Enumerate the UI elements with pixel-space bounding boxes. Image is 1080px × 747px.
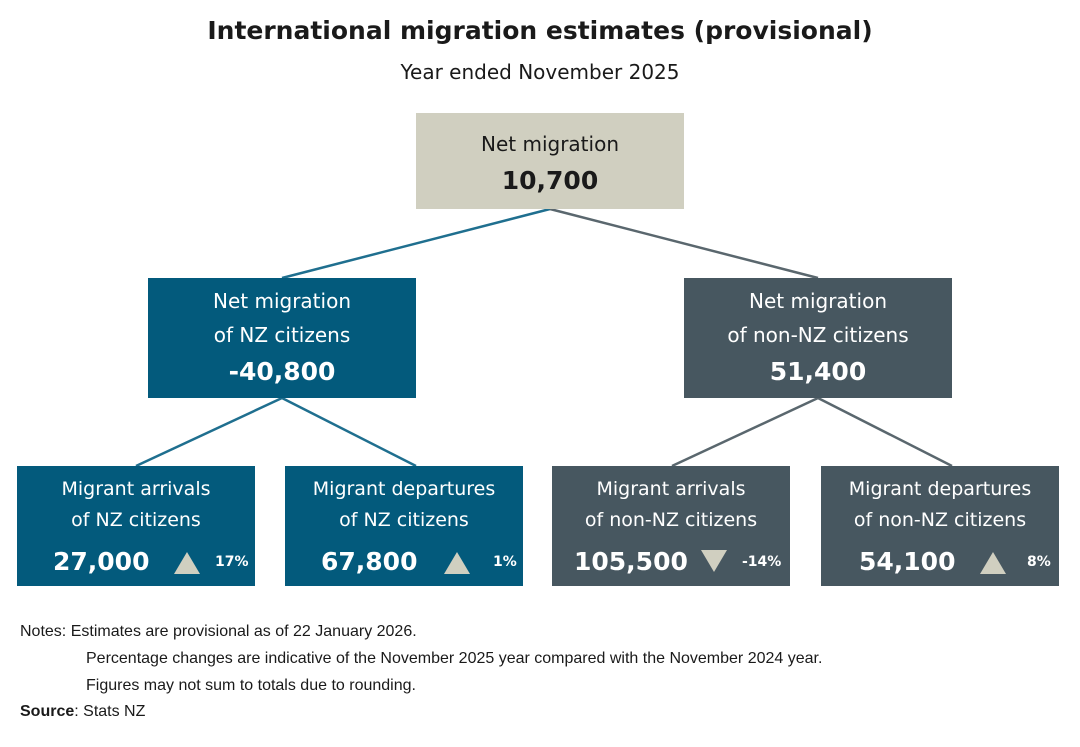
connector-non-nz-to-departures xyxy=(817,396,953,468)
non-nz-departures-label-1: Migrant departures xyxy=(848,478,1032,500)
non-nz-arrivals-label-1: Migrant arrivals xyxy=(596,478,746,500)
up-triangle-icon xyxy=(444,552,470,574)
net-migration-label: Net migration xyxy=(481,132,619,156)
net-migration-non-nz-box: Net migration of non-NZ citizens 51,400 xyxy=(684,278,952,398)
connector-non-nz-to-arrivals xyxy=(671,396,819,468)
chart-subtitle: Year ended November 2025 xyxy=(400,60,680,84)
nz-departures-change: 1% xyxy=(493,554,517,570)
notes-line-2: Percentage changes are indicative of the… xyxy=(86,650,823,667)
connector-root-to-non-nz xyxy=(549,207,819,280)
non-nz-arrivals-box: Migrant arrivals of non-NZ citizens 105,… xyxy=(552,466,790,586)
net-migration-box: Net migration 10,700 xyxy=(416,113,684,209)
up-triangle-icon xyxy=(980,552,1006,574)
net-migration-non-nz-label-2: of non-NZ citizens xyxy=(727,323,909,347)
up-triangle-icon xyxy=(174,552,200,574)
net-migration-nz-label-1: Net migration xyxy=(213,289,351,313)
non-nz-arrivals-value: 105,500 xyxy=(574,547,688,576)
non-nz-departures-label-2: of non-NZ citizens xyxy=(853,509,1027,531)
nz-departures-label-1: Migrant departures xyxy=(312,478,496,500)
non-nz-arrivals-label-2: of non-NZ citizens xyxy=(584,509,758,531)
source-text: : Stats NZ xyxy=(74,703,146,720)
net-migration-nz-label-2: of NZ citizens xyxy=(213,323,351,347)
nz-departures-label-2: of NZ citizens xyxy=(339,509,469,531)
notes-heading: Notes: xyxy=(20,623,67,640)
notes-line-3: Figures may not sum to totals due to rou… xyxy=(86,677,416,694)
connector-nz-to-arrivals xyxy=(135,396,283,468)
non-nz-departures-box: Migrant departures of non-NZ citizens 54… xyxy=(821,466,1059,586)
nz-arrivals-label-1: Migrant arrivals xyxy=(61,478,211,500)
source-label: Source xyxy=(20,703,75,720)
nz-departures-value: 67,800 xyxy=(321,547,418,576)
net-migration-value: 10,700 xyxy=(501,166,599,195)
non-nz-departures-change: 8% xyxy=(1027,554,1051,570)
chart-title: International migration estimates (provi… xyxy=(207,16,873,45)
net-migration-non-nz-value: 51,400 xyxy=(769,357,867,386)
nz-arrivals-change: 17% xyxy=(215,554,249,570)
source-line: Source: Stats NZ xyxy=(20,703,145,721)
net-migration-nz-value: -40,800 xyxy=(228,357,336,386)
notes-block: Notes: Estimates are provisional as of 2… xyxy=(20,618,822,699)
connector-root-to-nz xyxy=(281,207,551,280)
notes-line-1: Estimates are provisional as of 22 Janua… xyxy=(70,623,417,640)
connector-nz-to-departures xyxy=(281,396,417,468)
non-nz-departures-value: 54,100 xyxy=(859,547,956,576)
down-triangle-icon xyxy=(701,550,727,572)
non-nz-arrivals-change: -14% xyxy=(742,554,782,570)
net-migration-non-nz-label-1: Net migration xyxy=(749,289,887,313)
nz-arrivals-box: Migrant arrivals of NZ citizens 27,000 1… xyxy=(17,466,255,586)
nz-arrivals-label-2: of NZ citizens xyxy=(71,509,201,531)
nz-arrivals-value: 27,000 xyxy=(53,547,150,576)
net-migration-nz-box: Net migration of NZ citizens -40,800 xyxy=(148,278,416,398)
nz-departures-box: Migrant departures of NZ citizens 67,800… xyxy=(285,466,523,586)
